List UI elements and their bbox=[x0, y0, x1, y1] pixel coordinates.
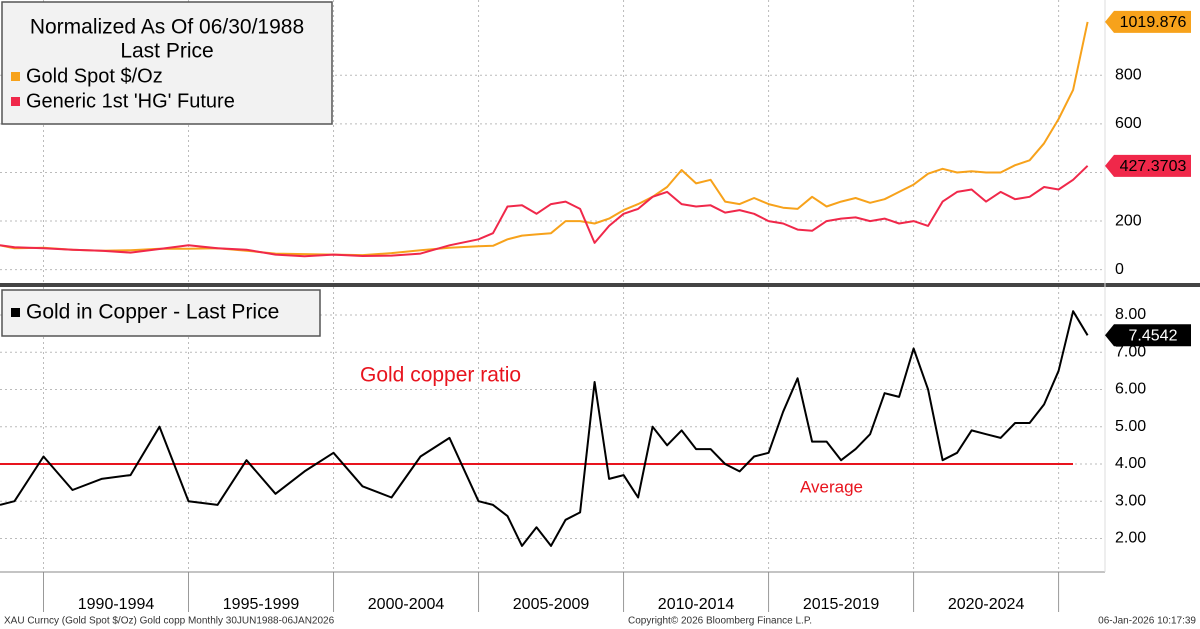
x-tick-label: 2010-2014 bbox=[658, 596, 735, 613]
annotation: Gold copper ratio bbox=[360, 364, 521, 387]
y-tick-label: 0 bbox=[1115, 261, 1124, 278]
annotation: Average bbox=[800, 477, 863, 496]
last-value-label: 427.3703 bbox=[1120, 158, 1187, 175]
y-tick-label: 5.00 bbox=[1115, 418, 1146, 435]
legend-box bbox=[1, 289, 321, 337]
series-line bbox=[0, 310, 1089, 547]
y-tick-label: 3.00 bbox=[1115, 492, 1146, 509]
last-value-label: 1019.876 bbox=[1120, 14, 1187, 31]
footer-source: XAU Curncy (Gold Spot $/Oz) Gold copp Mo… bbox=[4, 616, 335, 627]
footer-timestamp: 06-Jan-2026 10:17:39 bbox=[1098, 616, 1196, 627]
y-tick-label: 4.00 bbox=[1115, 455, 1146, 472]
y-tick-label: 200 bbox=[1115, 212, 1142, 229]
x-tick-label: 1995-1999 bbox=[223, 596, 300, 613]
x-tick-label: 1990-1994 bbox=[78, 596, 155, 613]
series-line bbox=[0, 165, 1089, 258]
legend-subtitle: Last Price bbox=[120, 40, 213, 63]
x-tick-label: 2000-2004 bbox=[368, 596, 445, 613]
y-tick-label: 7.00 bbox=[1115, 343, 1146, 360]
last-value-tag bbox=[1105, 10, 1191, 33]
panel-divider bbox=[0, 283, 1200, 287]
legend-swatch bbox=[11, 308, 20, 317]
legend-label: Gold Spot $/Oz bbox=[26, 65, 163, 87]
legend-swatch bbox=[11, 72, 20, 81]
legend-title: Normalized As Of 06/30/1988 bbox=[30, 16, 304, 39]
y-tick-label: 6.00 bbox=[1115, 381, 1146, 398]
x-tick-label: 2005-2009 bbox=[513, 596, 590, 613]
last-value-label: 7.4542 bbox=[1129, 327, 1178, 344]
y-tick-label: 600 bbox=[1115, 115, 1142, 132]
x-tick-label: 2015-2019 bbox=[803, 596, 880, 613]
legend-label: Generic 1st 'HG' Future bbox=[26, 90, 235, 112]
legend-swatch bbox=[11, 97, 20, 106]
y-tick-label: 800 bbox=[1115, 67, 1142, 84]
y-tick-label: 2.00 bbox=[1115, 530, 1146, 547]
footer-copyright: Copyright© 2026 Bloomberg Finance L.P. bbox=[628, 616, 812, 627]
overlay-layer: 1990-1994 1995-1999 2000-2004 2005-2009 2010… bbox=[78, 10, 1191, 613]
y-tick-label: 8.00 bbox=[1115, 306, 1146, 323]
last-value-tag bbox=[1105, 154, 1191, 177]
x-tick-label: 2020-2024 bbox=[948, 596, 1025, 613]
line-layer bbox=[0, 21, 1089, 547]
legend-box bbox=[1, 1, 333, 125]
last-value-tag bbox=[1105, 324, 1191, 347]
legend-label: Gold in Copper - Last Price bbox=[26, 301, 279, 324]
